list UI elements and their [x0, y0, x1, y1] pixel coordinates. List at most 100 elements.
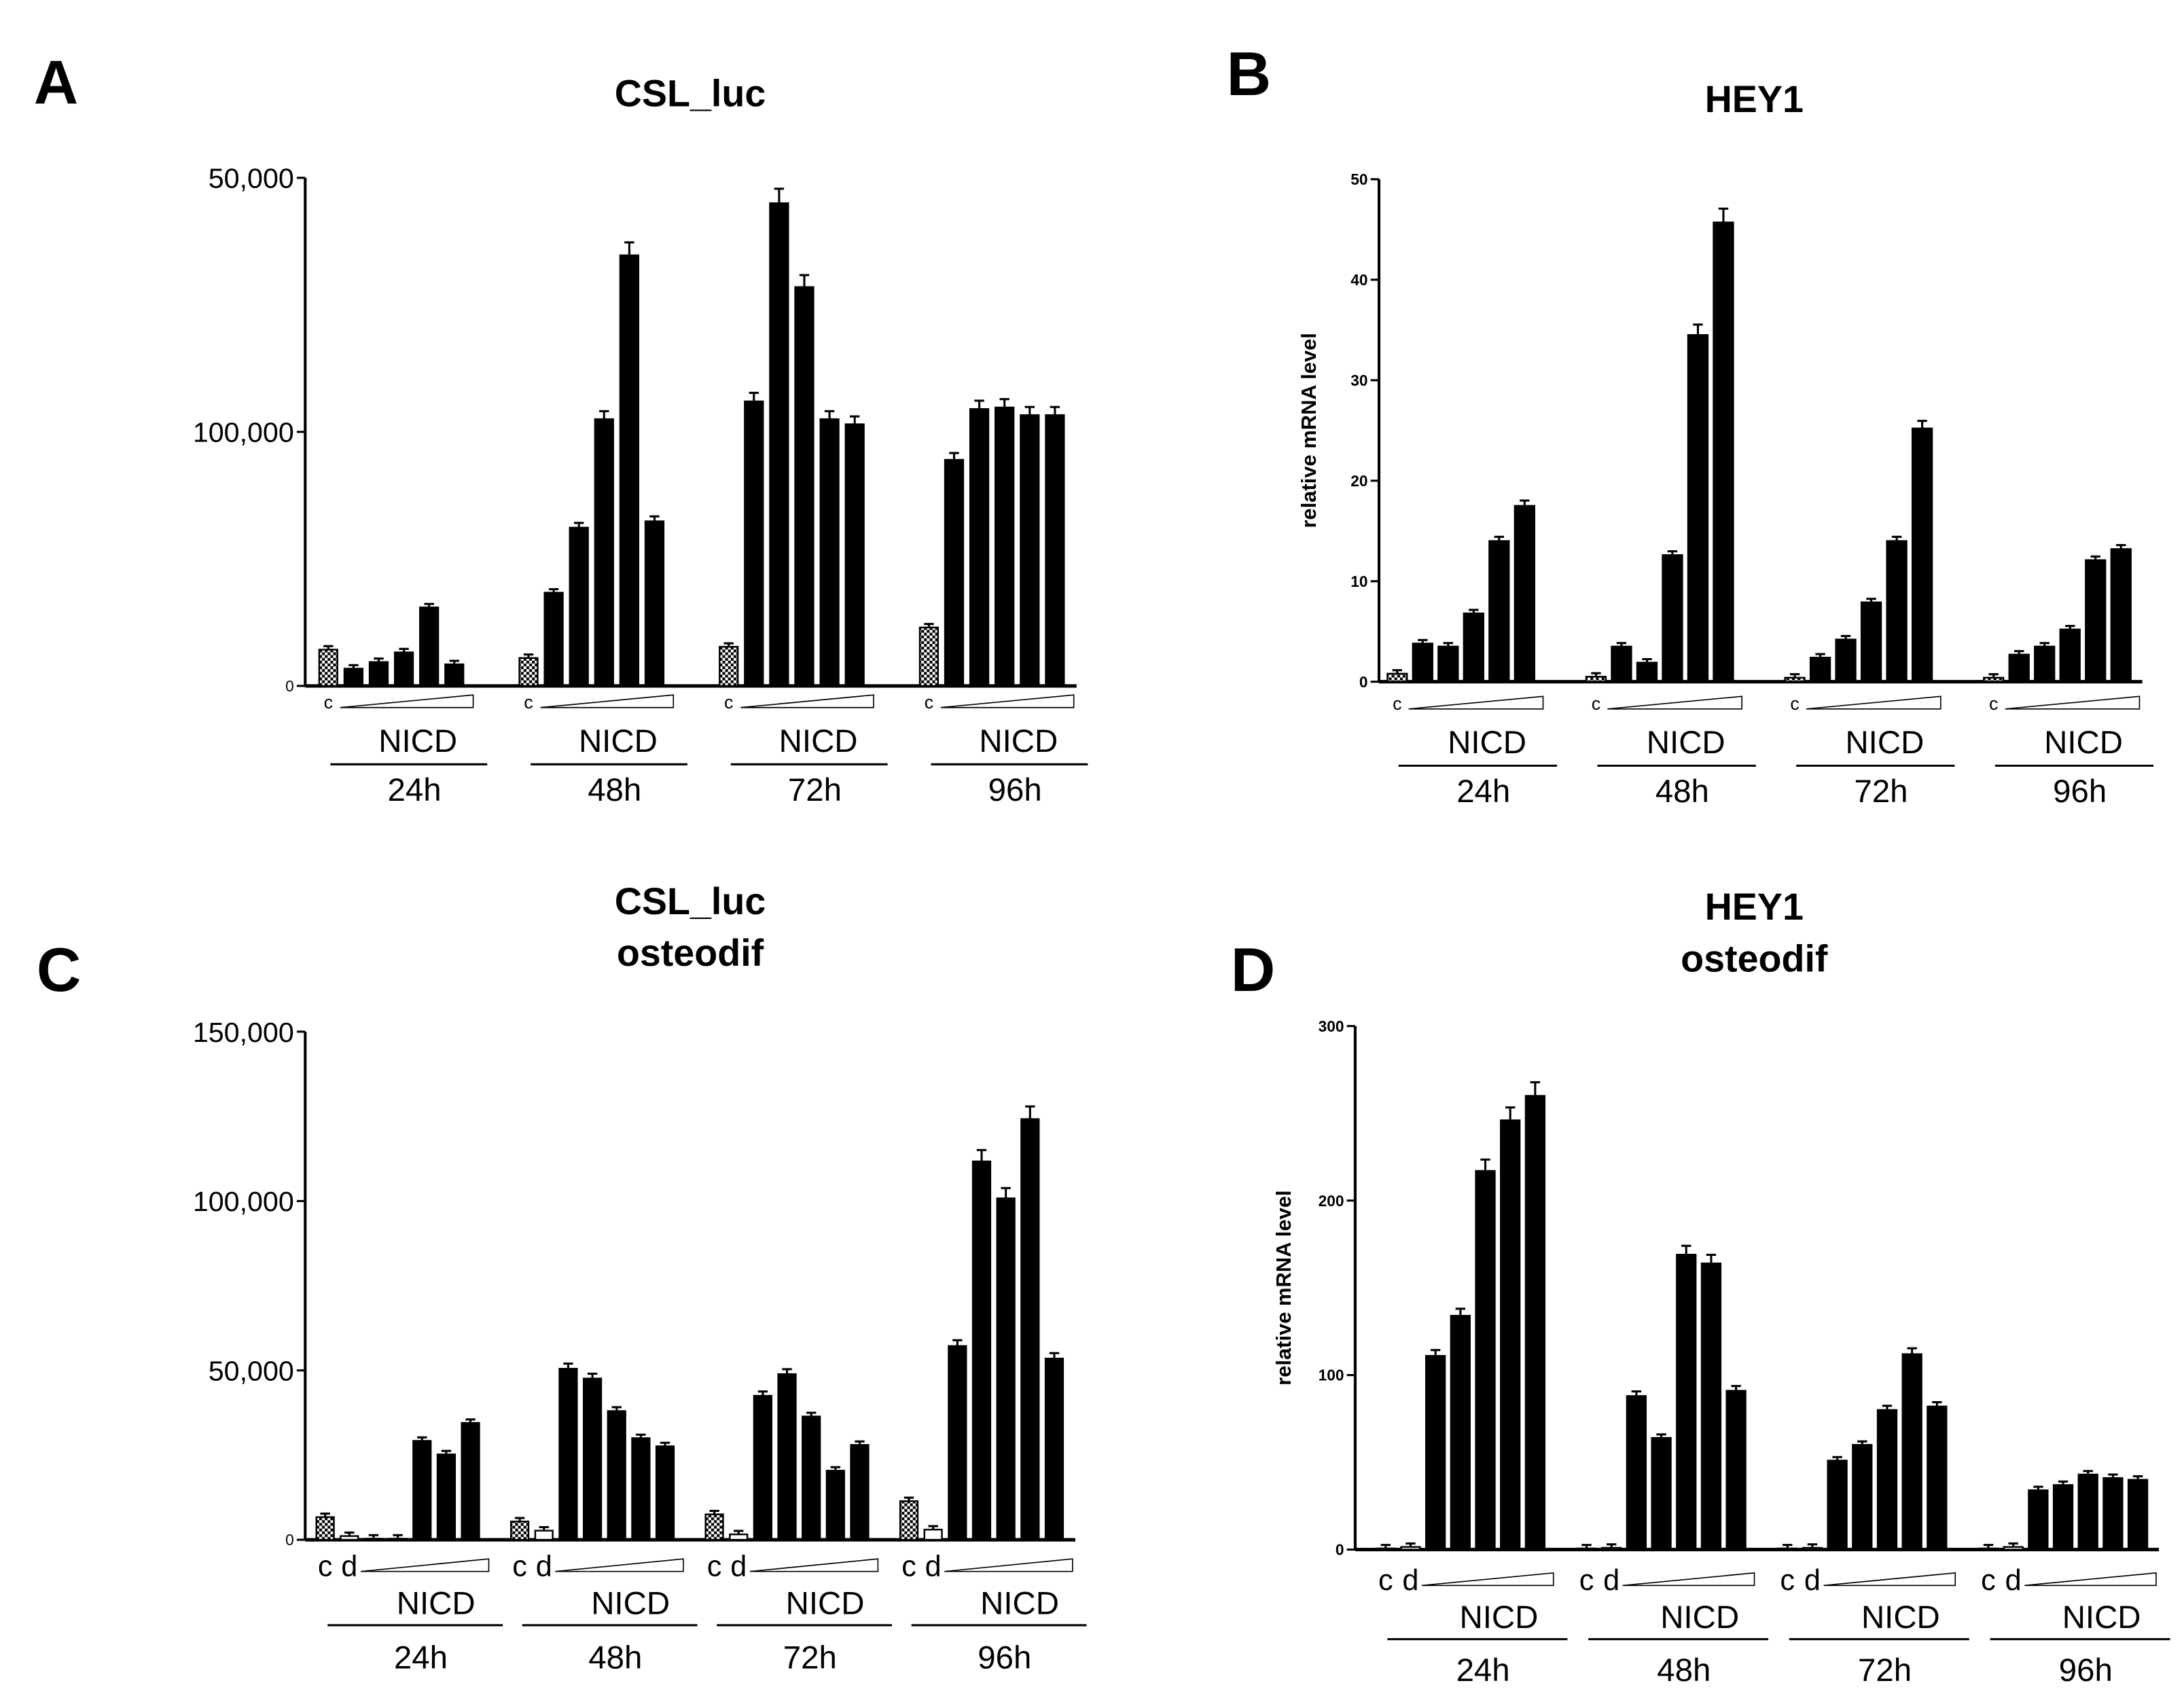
treatment-label: NICD	[397, 1585, 476, 1621]
control-label: c	[1393, 693, 1401, 714]
y-tick-label: 50,000	[209, 163, 294, 194]
bar-nicd	[995, 406, 1015, 687]
treatment-label: NICD	[2044, 725, 2123, 761]
y-tick-label: 100	[1319, 1367, 1344, 1384]
bar-control-c	[315, 1516, 335, 1541]
bar-nicd	[388, 1538, 408, 1541]
bar-control-c	[1777, 1547, 1798, 1551]
bar-control-c	[1784, 676, 1806, 683]
bar-nicd	[1827, 1460, 1848, 1551]
control-label: c	[1981, 1564, 1996, 1597]
control-label: c	[1592, 693, 1600, 714]
bar-nicd	[2102, 1477, 2124, 1551]
bar-nicd	[363, 1538, 384, 1541]
control-label: c	[524, 692, 533, 712]
bar-nicd	[1700, 1262, 1722, 1551]
y-axis-label: relative mRNA level	[1297, 333, 1321, 528]
bar-nicd	[607, 1410, 626, 1541]
y-tick-label: 0	[285, 677, 294, 695]
treatment-label: NICD	[2062, 1600, 2141, 1636]
bar-nicd	[1020, 1118, 1040, 1541]
control-label: c	[512, 1551, 527, 1583]
bar-nicd	[444, 663, 465, 687]
dose-wedge-icon	[2024, 1572, 2157, 1587]
group-label: 24h	[1456, 774, 1510, 810]
bar-nicd	[1488, 540, 1510, 683]
panel-letter: A	[34, 49, 78, 118]
y-tick-label: 150,000	[193, 1017, 294, 1048]
bar-nicd	[1514, 505, 1535, 683]
chart-title: HEY1	[1705, 886, 1804, 928]
group-label: 96h	[2053, 774, 2107, 810]
bar-nicd	[1860, 601, 1882, 683]
control-label: c	[1579, 1564, 1594, 1597]
bar-nicd	[2085, 559, 2107, 683]
group-label: 48h	[588, 1640, 642, 1676]
chart-title: CSL_luc	[615, 73, 766, 115]
bar-nicd	[850, 1444, 870, 1541]
y-tick-label: 100,000	[193, 1186, 294, 1217]
dose-wedge-icon	[555, 1558, 684, 1572]
treatment-label: NICD	[579, 723, 658, 759]
bar-nicd	[1636, 662, 1658, 683]
chart-title: CSL_luc	[615, 880, 766, 922]
bar-nicd	[2059, 628, 2081, 683]
bar-nicd	[1676, 1254, 1697, 1551]
bar-nicd	[844, 423, 865, 687]
treatment-label: NICD	[1861, 1600, 1940, 1636]
bar-nicd	[825, 1470, 845, 1541]
treatment-label: NICD	[980, 1585, 1059, 1621]
bar-nicd	[1524, 1095, 1546, 1551]
bar-nicd	[2052, 1484, 2074, 1551]
treatment-label: NICD	[1448, 725, 1526, 761]
bar-nicd	[558, 1367, 578, 1541]
bar-control-c	[1576, 1547, 1597, 1551]
control-label: c	[724, 692, 733, 712]
bar-nicd	[1463, 612, 1484, 683]
bar-nicd	[744, 400, 764, 687]
chart-title: HEY1	[1705, 78, 1804, 120]
bar-nicd	[543, 592, 564, 687]
bar-nicd	[948, 1345, 967, 1541]
treatment-label: NICD	[979, 723, 1058, 759]
bar-control-c	[704, 1513, 724, 1541]
panel-letter: B	[1227, 40, 1271, 109]
group-label: 24h	[1456, 1652, 1510, 1688]
y-tick-label: 200	[1319, 1192, 1344, 1210]
treatment-label: NICD	[1845, 725, 1924, 761]
control-label: d	[925, 1551, 942, 1583]
y-tick-label: 0	[285, 1531, 294, 1549]
dose-wedge-icon	[1421, 1572, 1554, 1587]
bar-nicd	[2028, 1489, 2049, 1551]
bar-nicd	[582, 1377, 603, 1541]
bar-nicd	[631, 1437, 651, 1541]
group-label: 72h	[1858, 1652, 1912, 1688]
bar-nicd	[753, 1394, 772, 1541]
bar-nicd	[777, 1373, 797, 1541]
bar-nicd	[996, 1197, 1016, 1541]
group-label: 48h	[1657, 1652, 1711, 1688]
bar-nicd	[969, 408, 990, 687]
bar-nicd	[794, 286, 814, 687]
y-axis-label: relative mRNA level	[1272, 1190, 1295, 1385]
dose-wedge-icon	[1806, 696, 1941, 710]
y-tick-label: 50	[1350, 170, 1367, 188]
bar-nicd	[1911, 427, 1933, 683]
group-label: 96h	[978, 1640, 1031, 1676]
bar-nicd	[1412, 643, 1433, 683]
group-label: 48h	[588, 772, 641, 808]
control-label: c	[707, 1551, 722, 1583]
bar-control-c	[918, 626, 939, 687]
group-label: 96h	[2059, 1652, 2113, 1688]
control-label: c	[1989, 693, 1998, 714]
bar-control-d	[2003, 1546, 2024, 1551]
bar-nicd	[569, 526, 589, 687]
bar-nicd	[1450, 1314, 1471, 1551]
control-label: c	[1780, 1564, 1795, 1597]
bar-nicd	[944, 458, 965, 687]
dose-wedge-icon	[1622, 1572, 1755, 1587]
control-label: d	[341, 1551, 357, 1583]
bar-nicd	[1713, 221, 1734, 683]
bar-control-c	[1983, 676, 2005, 683]
